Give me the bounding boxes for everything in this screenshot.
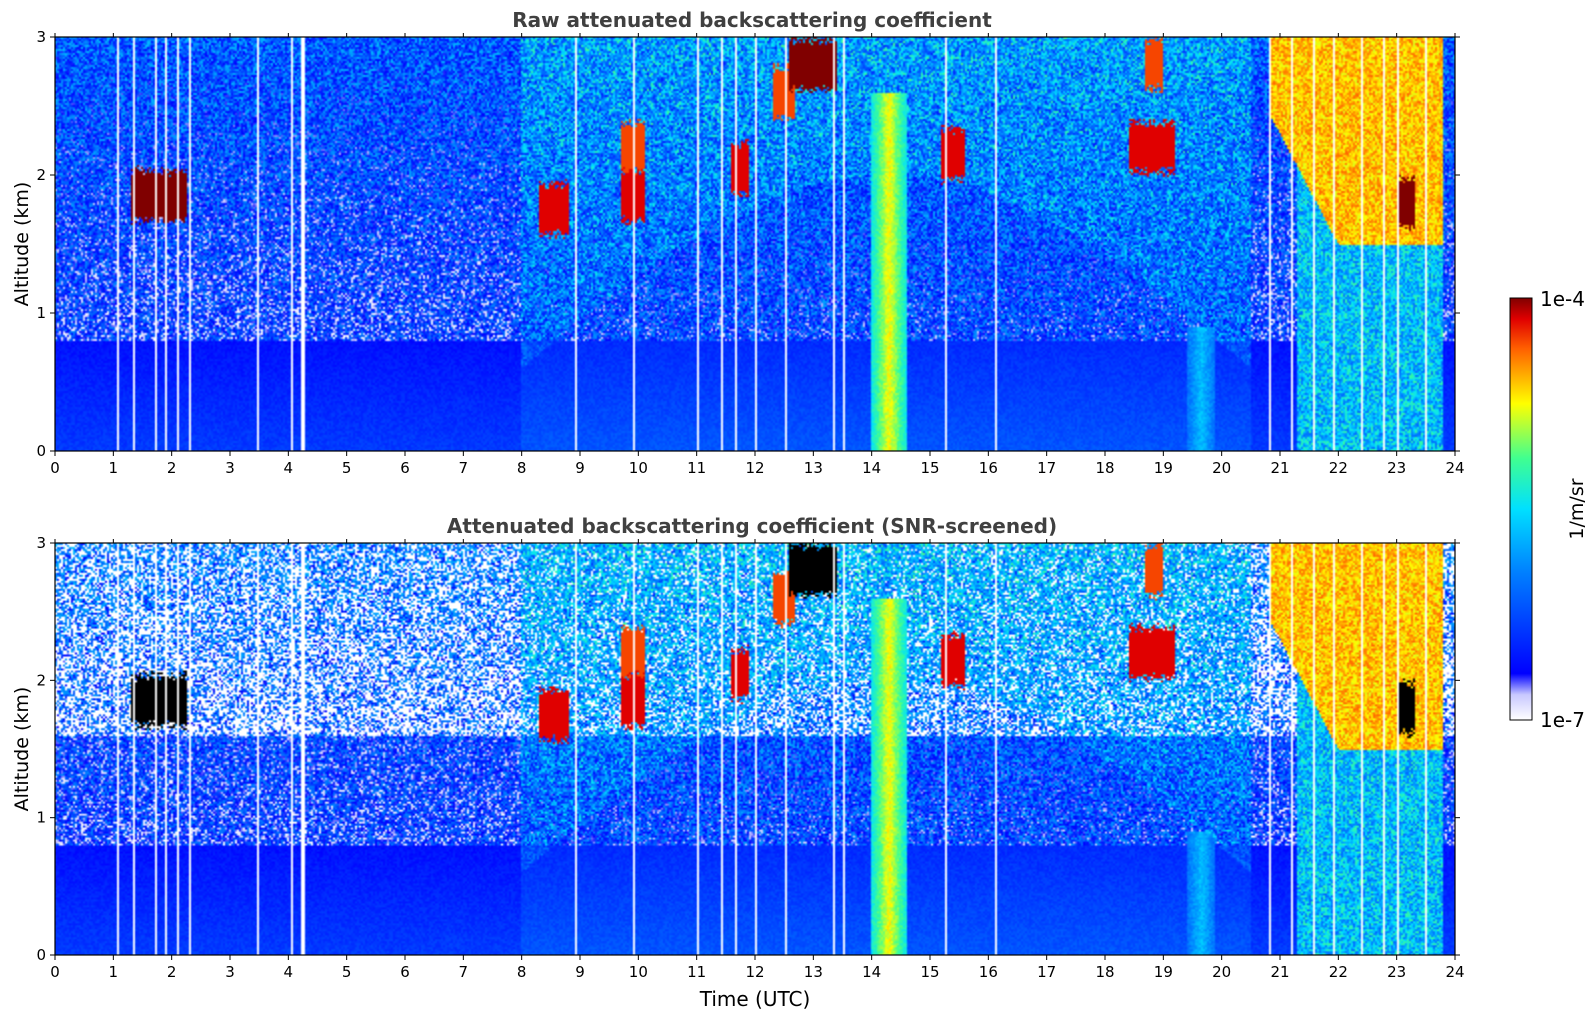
x-tick-label: 19 [1154,963,1173,981]
x-tick-label: 4 [284,459,294,477]
y-axis: 0 1 2 3 [36,28,1460,460]
panel-screened: Attenuated backscattering coefficient (S… [11,514,1465,1011]
x-axis: 0 1 2 3 4 5 6 7 8 9 10 11 12 13 14 15 16 17 18 19 20 21 22 23 24 [50,33,1465,477]
panel-title: Raw attenuated backscattering coefficien… [512,8,992,32]
colorbar-gradient [1509,297,1533,721]
x-tick-label: 16 [979,963,998,981]
colorbar-max-label: 1e-4 [1540,287,1585,311]
x-tick-label: 24 [1445,963,1464,981]
x-tick-label: 9 [575,459,585,477]
x-tick-label: 15 [920,459,939,477]
y-tick-label: 1 [36,809,46,827]
y-axis: 0 1 2 3 [36,534,1460,964]
x-tick-label: 7 [459,963,469,981]
x-tick-label: 4 [284,963,294,981]
x-tick-label: 10 [629,963,648,981]
x-axis-label: Time (UTC) [699,987,811,1011]
y-tick-label: 0 [36,442,46,460]
backscatter-heatmap [55,37,1455,451]
x-tick-label: 10 [629,459,648,477]
x-tick-label: 5 [342,963,352,981]
x-tick-label: 20 [1212,963,1231,981]
y-tick-label: 1 [36,304,46,322]
x-tick-label: 11 [687,963,706,981]
x-tick-label: 22 [1329,459,1348,477]
x-tick-label: 11 [687,459,706,477]
x-tick-label: 2 [167,459,177,477]
x-tick-label: 17 [1037,963,1056,981]
x-tick-label: 6 [400,459,410,477]
x-tick-label: 16 [979,459,998,477]
x-tick-label: 13 [804,963,823,981]
y-axis-label: Altitude (km) [11,182,33,307]
x-tick-label: 8 [517,459,527,477]
x-tick-label: 6 [400,963,410,981]
x-tick-label: 3 [225,963,235,981]
y-tick-label: 2 [36,166,46,184]
y-tick-label: 3 [36,534,46,552]
colorbar: 1e-4 1e-7 1/m/sr [1509,287,1588,732]
x-tick-label: 1 [109,459,119,477]
x-tick-label: 0 [50,459,60,477]
colorbar-min-label: 1e-7 [1540,708,1585,732]
x-tick-label: 23 [1387,459,1406,477]
x-tick-label: 24 [1445,459,1464,477]
x-tick-label: 22 [1329,963,1348,981]
x-tick-label: 21 [1270,459,1289,477]
x-tick-label: 15 [920,963,939,981]
x-tick-label: 14 [862,963,881,981]
panel-title: Attenuated backscattering coefficient (S… [447,514,1057,538]
x-tick-label: 12 [745,459,764,477]
colorbar-unit-label: 1/m/sr [1566,478,1588,539]
x-tick-label: 7 [459,459,469,477]
panel-raw: Raw attenuated backscattering coefficien… [11,8,1465,477]
x-tick-label: 18 [1095,459,1114,477]
x-tick-label: 8 [517,963,527,981]
y-tick-label: 0 [36,946,46,964]
y-axis-label: Altitude (km) [11,687,33,812]
x-tick-label: 13 [804,459,823,477]
x-tick-label: 14 [862,459,881,477]
y-tick-label: 3 [36,28,46,46]
x-tick-label: 17 [1037,459,1056,477]
x-tick-label: 23 [1387,963,1406,981]
x-tick-label: 2 [167,963,177,981]
x-tick-label: 12 [745,963,764,981]
x-tick-label: 20 [1212,459,1231,477]
x-tick-label: 19 [1154,459,1173,477]
y-tick-label: 2 [36,671,46,689]
x-tick-label: 1 [109,963,119,981]
x-tick-label: 3 [225,459,235,477]
x-tick-label: 0 [50,963,60,981]
x-tick-label: 18 [1095,963,1114,981]
x-tick-label: 21 [1270,963,1289,981]
x-tick-label: 9 [575,963,585,981]
x-axis: 0 1 2 3 4 5 6 7 8 9 10 11 12 13 14 15 16 17 18 19 20 21 22 23 24 [50,539,1465,981]
x-tick-label: 5 [342,459,352,477]
backscatter-heatmap [55,543,1455,955]
